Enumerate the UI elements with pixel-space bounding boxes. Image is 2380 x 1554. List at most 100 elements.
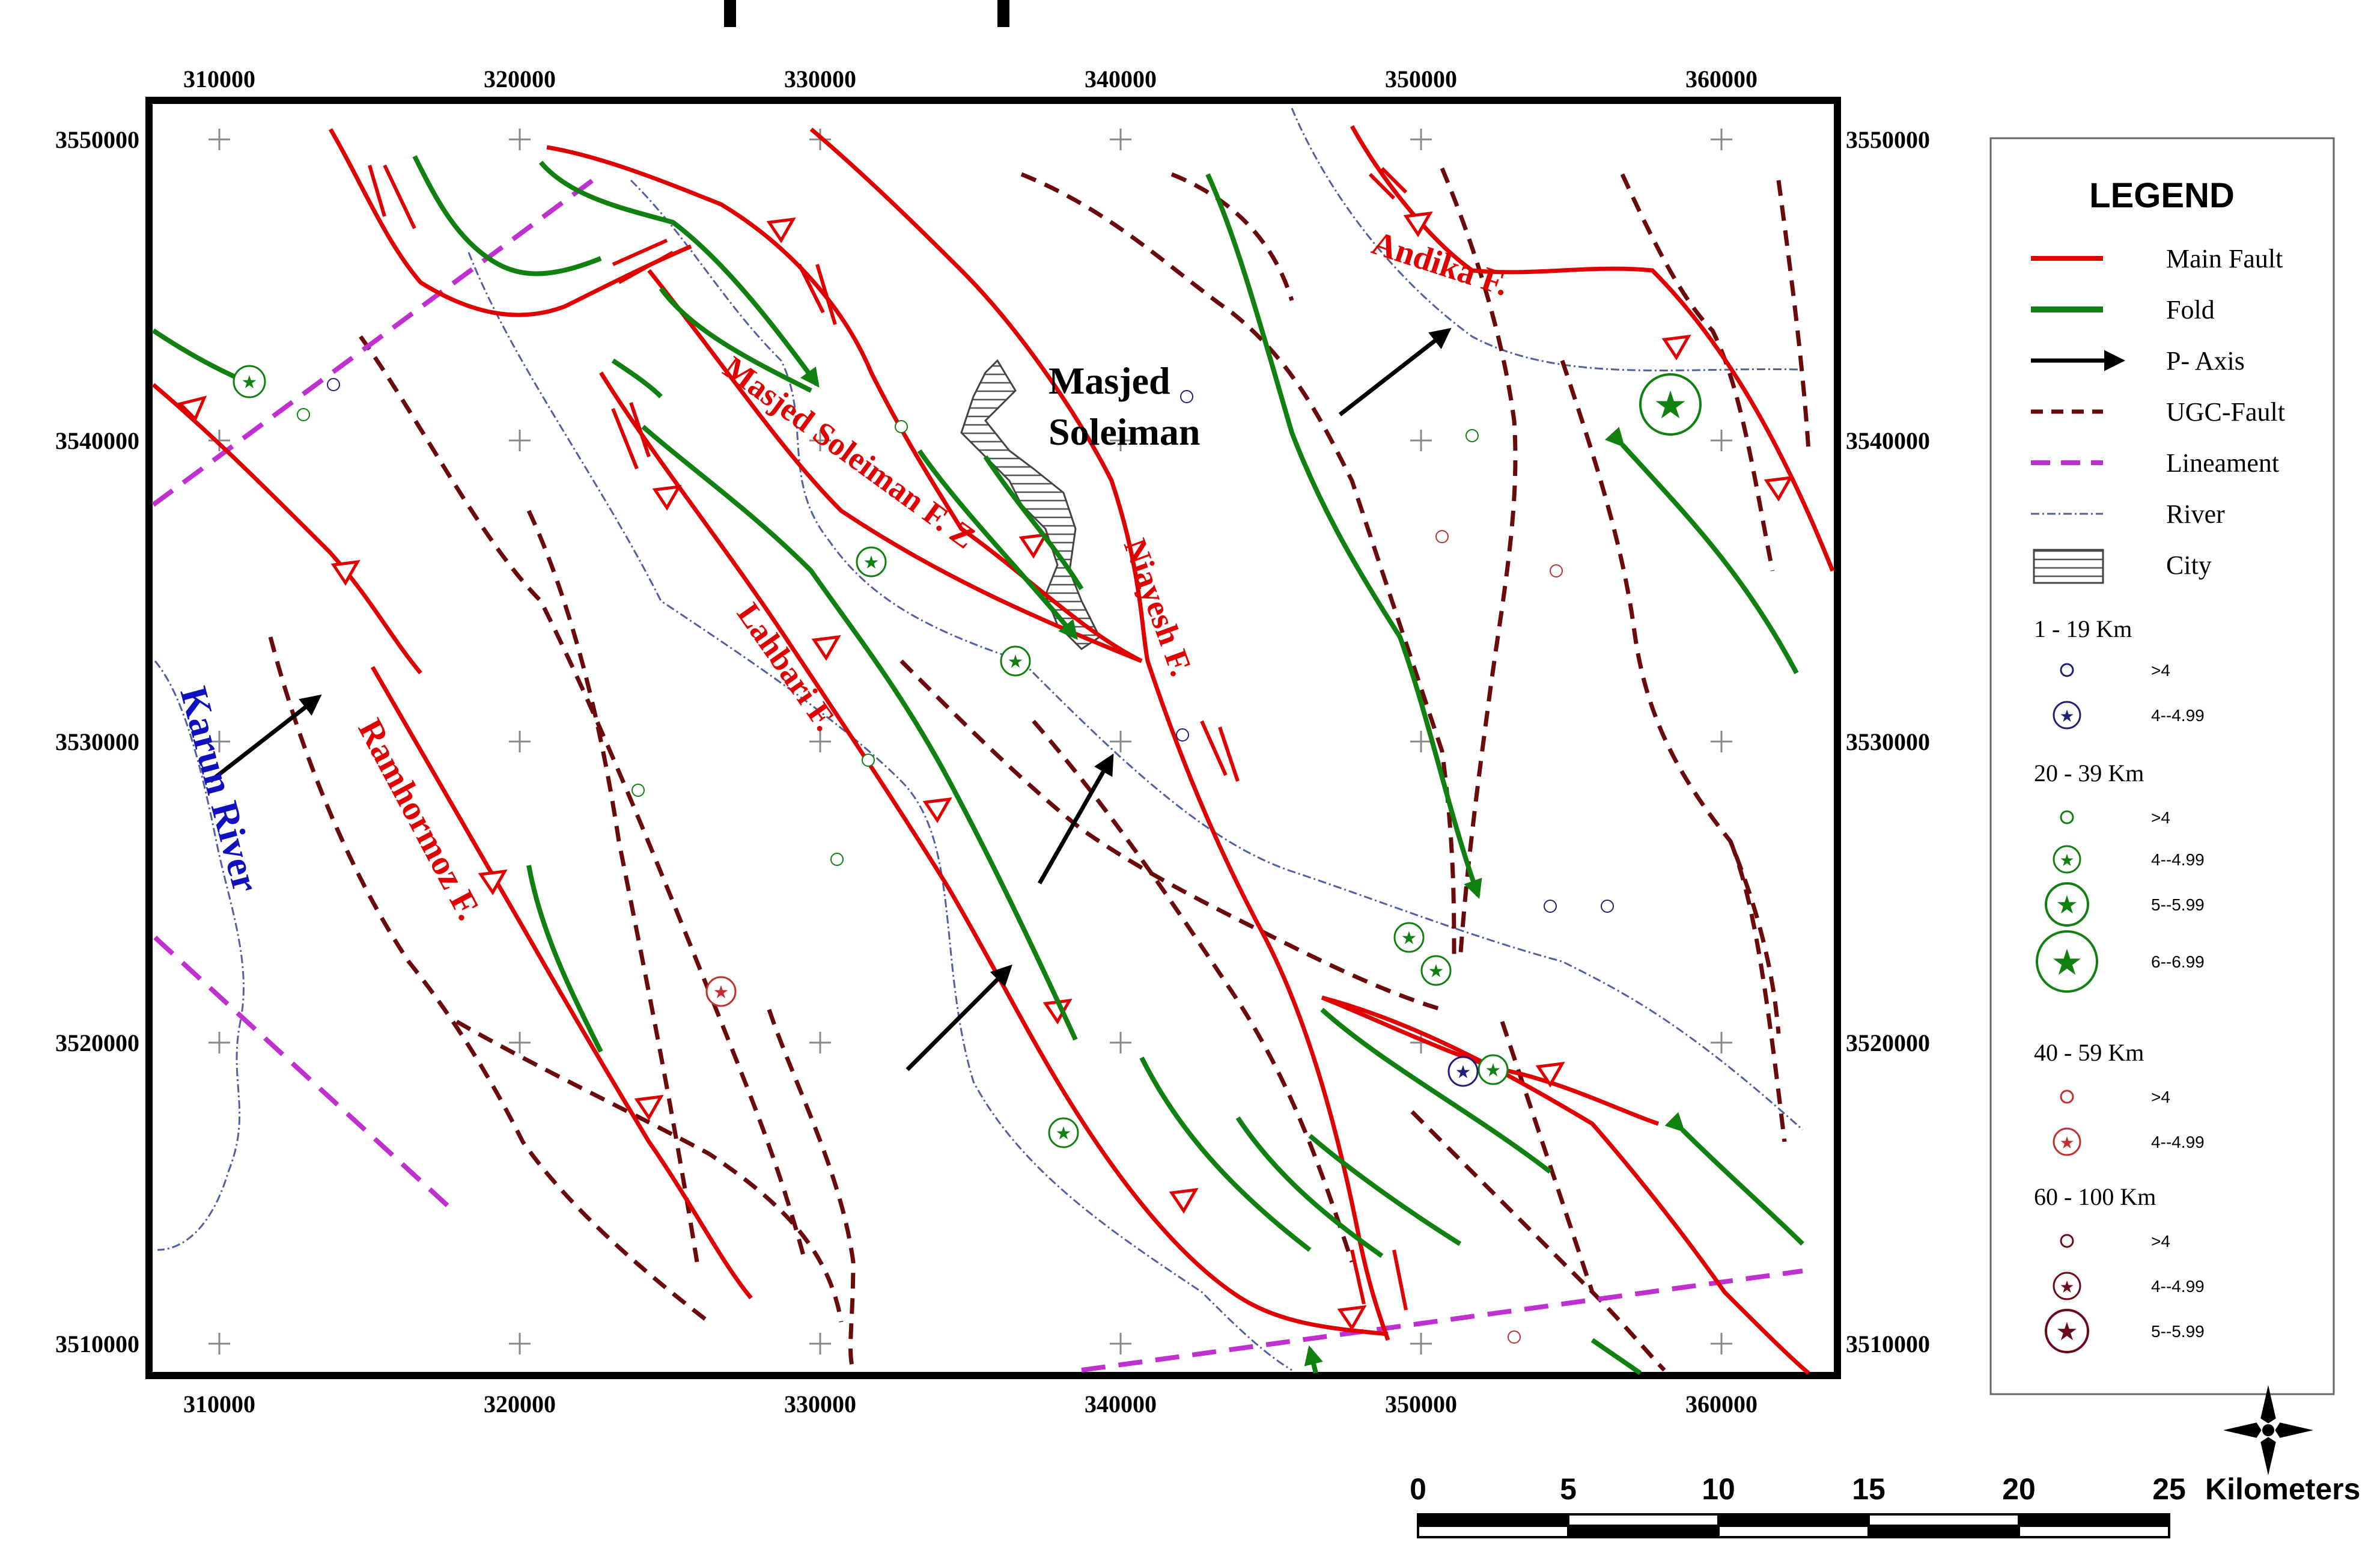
- grid-cross: [1410, 430, 1432, 451]
- fold: [1604, 427, 1799, 674]
- x-tick-label-top: 340000: [1085, 66, 1157, 93]
- main-fault: [328, 128, 692, 317]
- svg-text:★: ★: [1653, 384, 1687, 427]
- scale-segment: [1567, 1525, 1720, 1538]
- grid-cross: [509, 129, 531, 150]
- folds: [151, 155, 1804, 1376]
- river-main: [467, 252, 1292, 1371]
- y-tick-label-left: 3540000: [55, 427, 139, 454]
- legend-star: ★: [2059, 1278, 2074, 1297]
- grid-cross: [1410, 129, 1432, 150]
- epicenter-20-39km-4-4.99: ★: [1000, 645, 1031, 677]
- rivers: [154, 108, 1804, 1371]
- y-tick-label-left: 3520000: [55, 1029, 139, 1056]
- x-tick-label-bottom: 320000: [484, 1391, 556, 1418]
- legend-quake-20-39-xlarge: [2036, 930, 2098, 993]
- fold: [412, 155, 602, 276]
- thrust-tooth: [766, 217, 796, 243]
- legend-entry: 6--6.99: [2151, 952, 2205, 971]
- scale-unit-label: Kilometers: [2205, 1472, 2360, 1506]
- epicenter-1-19km-4-4.99: ★: [1447, 1056, 1479, 1087]
- main-fault: [1321, 995, 1810, 1375]
- legend-quake-20-39-mid: [2053, 845, 2081, 874]
- scale-bar-segments: [1417, 1513, 2170, 1538]
- strike-slip-arrow: [611, 402, 651, 470]
- grid-cross: [208, 1032, 230, 1053]
- strike-slip-arrow: [368, 164, 416, 230]
- legend-entry: 5--5.99: [2151, 895, 2205, 914]
- grid-cross: [809, 430, 831, 451]
- svg-text:★: ★: [1401, 928, 1417, 948]
- grid-cross: [208, 1333, 230, 1354]
- legend-quake-40-59-mid: [2053, 1127, 2081, 1156]
- p-axis-arrow: [905, 964, 1012, 1071]
- epicenter-20-39km-4-4.99: ★: [1478, 1054, 1509, 1085]
- ugc-fault: [1032, 719, 1354, 1263]
- fold: [1139, 1056, 1312, 1252]
- legend-entry: >4: [2151, 808, 2170, 827]
- fold: [1664, 1112, 1804, 1246]
- legend-label-river: River: [2166, 499, 2225, 529]
- ugc-fault: [1776, 180, 1811, 451]
- grid-cross: [1711, 1032, 1732, 1053]
- epicenter-20-39km-4-4.99: ★: [233, 365, 266, 398]
- scale-tick-label: 0: [1410, 1472, 1426, 1506]
- legend-star: ★: [2059, 707, 2074, 726]
- grid-cross: [208, 129, 230, 150]
- strike-slip-arrows: [368, 164, 1408, 1311]
- legend-label-fold: Fold: [2166, 295, 2215, 325]
- fold: [659, 287, 812, 393]
- scale-tick-label: 15: [1852, 1472, 1885, 1506]
- legend-entry: 4--4.99: [2151, 706, 2205, 725]
- grid-cross: [1110, 1333, 1131, 1354]
- strike-slip-arrow: [1350, 1249, 1408, 1311]
- grid-cross: [1110, 129, 1131, 150]
- x-tick-label-top: 330000: [784, 66, 856, 93]
- scale-segment: [1567, 1513, 1720, 1527]
- legend-group-20-39km: 20 - 39 Km: [2034, 760, 2144, 787]
- p-axis-arrow: [1338, 328, 1452, 416]
- ugc-fault: [455, 1019, 844, 1323]
- grid-cross: [1110, 430, 1131, 451]
- epicenter-20-39km-4-4.99: ★: [1393, 922, 1425, 953]
- ugc-fault: [1440, 167, 1518, 962]
- grid-cross: [1110, 731, 1131, 752]
- main-fault-lahbari: [599, 371, 1389, 1336]
- grid-cross: [509, 1333, 531, 1354]
- legend-star: ★: [2056, 1318, 2078, 1346]
- fold: [1308, 1133, 1462, 1246]
- fold: [641, 424, 1078, 1041]
- ugc-fault: [1728, 840, 1787, 1142]
- legend-group-40-59km: 40 - 59 Km: [2034, 1039, 2144, 1066]
- legend-symbol-city: [2033, 549, 2104, 584]
- main-fault-niayesh: [809, 127, 1390, 1341]
- thrust-tooth: [811, 635, 841, 661]
- thrust-tooth: [1535, 1061, 1565, 1088]
- grid-cross: [1110, 1032, 1131, 1053]
- scale-tick-label: 20: [2002, 1472, 2036, 1506]
- label-city-line1: Masjed: [1048, 359, 1170, 402]
- epicenter-20-39km-4-4.99: ★: [1420, 955, 1452, 986]
- river-upper: [630, 179, 1022, 662]
- legend-star: ★: [2056, 892, 2078, 919]
- fold: [1590, 1338, 1642, 1376]
- thrust-tooth: [1764, 475, 1794, 502]
- thrust-tooth: [1169, 1187, 1199, 1214]
- strike-slip-arrow: [612, 239, 674, 284]
- svg-text:★: ★: [1008, 652, 1024, 672]
- thrust-tooth: [1337, 1305, 1367, 1331]
- legend-quake-60-100-mid: [2053, 1272, 2081, 1300]
- x-tick-label-top: 350000: [1385, 66, 1457, 93]
- fold: [611, 358, 663, 398]
- fold: [1304, 1345, 1323, 1374]
- scale-segment: [1717, 1525, 1870, 1538]
- p-axis-arrow: [208, 694, 322, 783]
- svg-text:★: ★: [1056, 1124, 1072, 1144]
- svg-text:★: ★: [1485, 1061, 1502, 1080]
- grid-cross: [1711, 1333, 1732, 1354]
- scale-bar: 0 5 10 15 20 25 Kilometers: [1410, 1472, 2360, 1538]
- legend-entry: 4--4.99: [2151, 850, 2205, 869]
- grid-cross: [1410, 1333, 1432, 1354]
- legend-entry: 4--4.99: [2151, 1133, 2205, 1151]
- legend: LEGEND Main Fault Fold P- Axis UGC-Fault…: [1989, 137, 2335, 1395]
